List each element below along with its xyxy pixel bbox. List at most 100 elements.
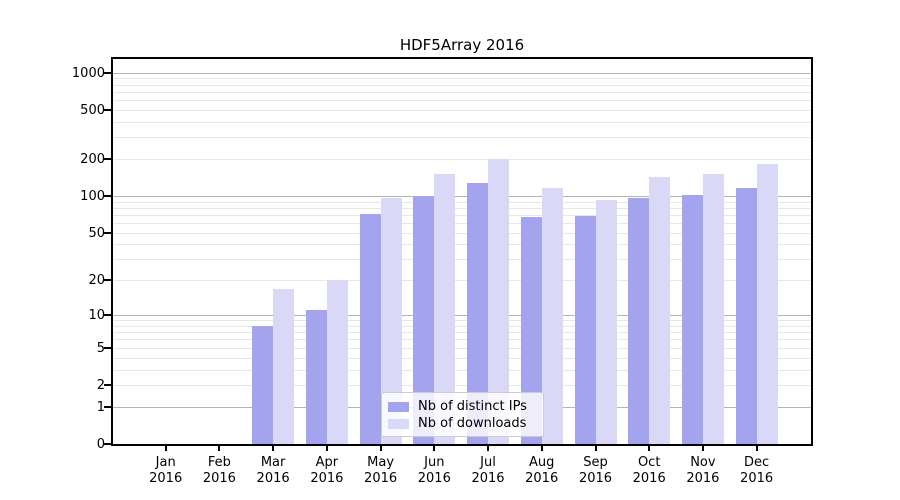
x-tick-mark — [433, 446, 436, 451]
bar-distinct-ips — [735, 187, 757, 444]
x-tick-mark — [701, 446, 704, 451]
x-tick-mark — [379, 446, 382, 451]
gridline-minor — [113, 384, 811, 386]
bar-distinct-ips — [252, 325, 274, 444]
x-axis-tick-label: Feb 2016 — [189, 455, 249, 487]
x-tick-month: Oct — [637, 455, 661, 470]
x-tick-month: Sep — [583, 455, 608, 470]
gridline-minor — [113, 91, 811, 93]
gridline-minor — [113, 100, 811, 101]
gridline-minor — [113, 259, 811, 261]
gridline-minor — [113, 137, 811, 139]
legend: Nb of distinct IPs Nb of downloads — [381, 392, 544, 437]
bar-downloads — [434, 174, 456, 444]
gridline-minor — [113, 207, 811, 209]
x-tick-mark — [755, 446, 758, 451]
x-axis-tick-label: Sep 2016 — [566, 455, 626, 487]
y-tick-mark — [104, 108, 111, 111]
x-axis-tick-label: Jan 2016 — [136, 455, 196, 487]
gridline-minor — [113, 201, 811, 203]
x-tick-mark — [594, 446, 597, 451]
x-tick-mark — [540, 446, 543, 451]
x-tick-month: Mar — [260, 455, 286, 470]
y-tick-mark — [104, 443, 111, 445]
bar-distinct-ips — [574, 216, 596, 444]
legend-label-downloads: Nb of downloads — [418, 416, 527, 431]
y-tick-mark — [104, 405, 111, 408]
y-axis-tick-label: 5 — [96, 340, 105, 356]
gridline-minor — [113, 223, 811, 224]
gridline-minor — [113, 320, 811, 322]
bar-distinct-ips — [413, 196, 435, 444]
chart-title: HDF5Array 2016 — [399, 36, 525, 54]
gridline-minor — [113, 244, 811, 246]
y-axis-tick-label: 50 — [88, 225, 105, 241]
bar-downloads — [756, 164, 778, 444]
y-axis-tick-label: 500 — [80, 102, 105, 118]
x-axis-tick-label: Dec 2016 — [727, 455, 787, 487]
x-tick-year: 2016 — [686, 471, 720, 486]
gridline-minor — [113, 121, 811, 123]
gridline-minor — [113, 339, 811, 341]
x-tick-year: 2016 — [471, 471, 505, 486]
y-tick-mark — [104, 383, 111, 386]
gridline-minor — [113, 369, 811, 371]
y-tick-mark — [104, 346, 111, 349]
legend-item-downloads: Nb of downloads — [388, 416, 535, 431]
bar-downloads — [273, 288, 295, 444]
bar-downloads — [702, 174, 724, 444]
bar-distinct-ips — [467, 183, 488, 444]
legend-swatch-downloads-icon — [388, 418, 409, 429]
legend-swatch-distinct-ips-icon — [388, 401, 409, 412]
x-axis-tick-label: Mar 2016 — [243, 455, 303, 487]
x-tick-mark — [218, 446, 221, 451]
x-tick-month: Apr — [315, 455, 339, 470]
x-tick-mark — [272, 446, 275, 451]
gridline-minor — [113, 84, 811, 86]
x-tick-month: Aug — [528, 455, 555, 470]
legend-label-distinct-ips: Nb of distinct IPs — [418, 399, 527, 414]
y-axis-tick-label: 100 — [80, 188, 105, 204]
gridline-major — [113, 315, 811, 317]
x-tick-month: Dec — [744, 455, 770, 470]
x-tick-month: Nov — [690, 455, 716, 470]
gridline-minor — [113, 280, 811, 282]
bar-downloads — [541, 187, 563, 444]
y-axis-tick-label: 20 — [88, 273, 105, 289]
gridline-major — [113, 195, 811, 197]
y-tick-mark — [104, 194, 111, 197]
x-axis-tick-label: Aug 2016 — [512, 455, 572, 487]
legend-item-distinct-ips: Nb of distinct IPs — [388, 399, 535, 414]
x-tick-year: 2016 — [578, 471, 613, 486]
y-tick-mark — [104, 231, 111, 234]
gridline-minor — [113, 214, 811, 216]
bar-downloads — [595, 200, 617, 444]
x-tick-month: Feb — [207, 455, 231, 470]
x-axis-tick-label: Nov 2016 — [673, 455, 733, 487]
y-tick-mark — [104, 157, 111, 160]
y-axis-tick-label: 1 — [96, 399, 105, 415]
x-tick-year: 2016 — [364, 471, 398, 486]
gridline-minor — [113, 347, 811, 349]
y-axis-tick-label: 10 — [88, 308, 105, 324]
gridline-minor — [113, 325, 811, 327]
bar-downloads — [380, 197, 402, 444]
y-axis-tick-label: 2 — [96, 377, 105, 393]
x-tick-mark — [487, 446, 489, 451]
gridline-minor — [113, 332, 811, 334]
bar-downloads — [649, 176, 671, 444]
gridline-minor — [113, 78, 811, 80]
x-tick-year: 2016 — [149, 471, 183, 486]
x-tick-month: Jan — [155, 455, 176, 470]
bar-downloads — [488, 158, 509, 444]
x-tick-year: 2016 — [202, 471, 236, 486]
x-tick-mark — [164, 446, 167, 451]
y-axis-tick-label: 1000 — [71, 65, 105, 81]
y-tick-mark — [104, 314, 111, 317]
x-tick-month: Jun — [424, 455, 445, 470]
y-tick-mark — [104, 71, 111, 74]
y-axis-tick-label: 200 — [80, 151, 105, 167]
x-tick-mark — [648, 446, 651, 451]
x-axis-tick-label: Apr 2016 — [297, 455, 357, 487]
